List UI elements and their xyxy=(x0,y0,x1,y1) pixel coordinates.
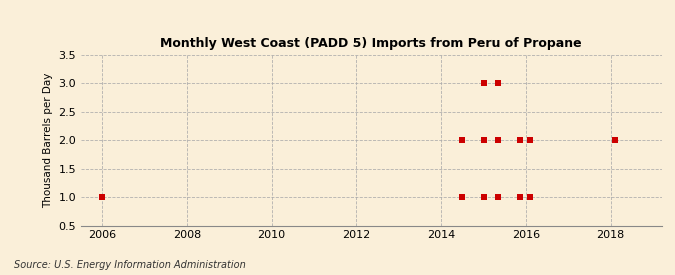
Point xyxy=(493,195,504,199)
Point xyxy=(97,195,107,199)
Y-axis label: Thousand Barrels per Day: Thousand Barrels per Day xyxy=(43,73,53,208)
Point xyxy=(478,195,489,199)
Text: Source: U.S. Energy Information Administration: Source: U.S. Energy Information Administ… xyxy=(14,260,245,270)
Point xyxy=(493,81,504,86)
Point xyxy=(514,138,525,142)
Point xyxy=(457,195,468,199)
Point xyxy=(524,138,535,142)
Point xyxy=(524,195,535,199)
Title: Monthly West Coast (PADD 5) Imports from Peru of Propane: Monthly West Coast (PADD 5) Imports from… xyxy=(161,37,582,50)
Point xyxy=(493,138,504,142)
Point xyxy=(478,81,489,86)
Point xyxy=(514,195,525,199)
Point xyxy=(610,138,620,142)
Point xyxy=(478,138,489,142)
Point xyxy=(457,138,468,142)
